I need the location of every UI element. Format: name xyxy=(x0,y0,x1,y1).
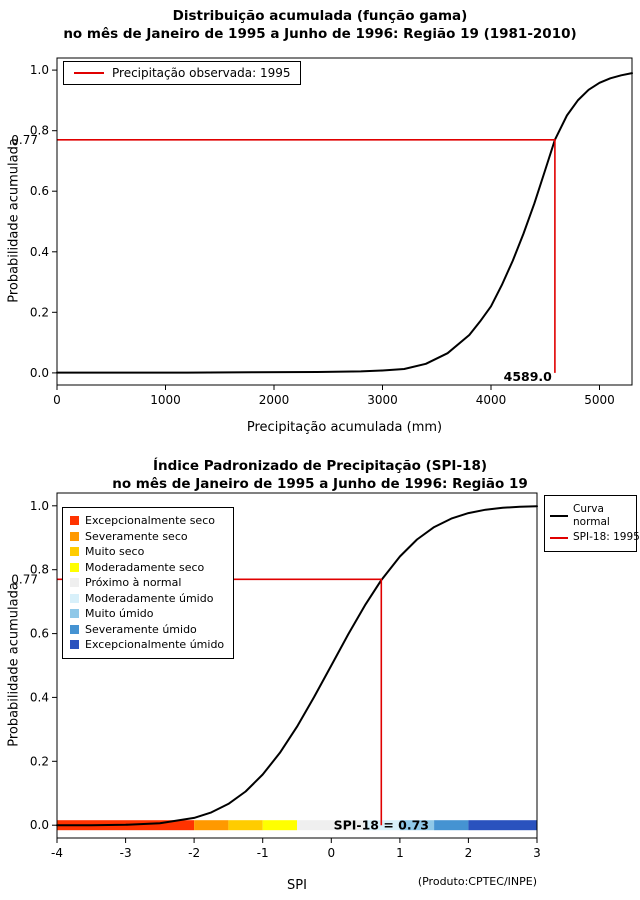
cdf-curve xyxy=(56,72,633,374)
y-tick-label: 0.8 xyxy=(30,124,49,138)
legend-label: Precipitação observada: 1995 xyxy=(112,66,291,80)
y-axis-label: Probabilidade acumulada xyxy=(6,582,22,747)
ref-prob-label: 0.77 xyxy=(11,572,38,586)
legend-item: Excepcionalmente úmido xyxy=(70,637,224,653)
legend-item: Muito seco xyxy=(70,544,224,560)
spi-bar-segment xyxy=(194,820,229,831)
y-tick-label: 0.6 xyxy=(30,184,49,198)
y-tick-label: 0.2 xyxy=(30,305,49,319)
legend-item: Precipitação observada: 1995 xyxy=(74,66,290,80)
legend-line-swatch xyxy=(74,72,104,74)
y-tick-label: 0.6 xyxy=(30,627,49,641)
legend-item: Moderadamente seco xyxy=(70,560,224,576)
y-axis-label: Probabilidade acumulada xyxy=(6,138,22,303)
x-tick-label: 1 xyxy=(396,846,404,860)
spi-bar-segment xyxy=(365,820,400,831)
x-tick-label: 0 xyxy=(327,846,335,860)
legend-item: Excepcionalmente seco xyxy=(70,513,224,529)
spi-bar-segment xyxy=(434,820,469,831)
spi-category-legend: Excepcionalmente seco Severamente seco Mui… xyxy=(62,507,235,659)
legend-label: Muito seco xyxy=(85,545,145,559)
x-tick-label: 5000 xyxy=(584,393,615,407)
legend-label: SPI-18: 1995 xyxy=(573,531,640,544)
legend-label: Moderadamente seco xyxy=(85,560,205,574)
y-tick-label: 1.0 xyxy=(30,499,49,513)
legend-color-swatch xyxy=(70,624,79,634)
plot-border xyxy=(56,57,633,386)
legend-line-swatch xyxy=(550,536,568,539)
y-tick-label: 0.4 xyxy=(30,245,49,259)
legend-item: SPI-18: 1995 xyxy=(550,531,640,544)
x-tick-label: -4 xyxy=(51,846,63,860)
x-axis-label: SPI xyxy=(287,878,307,893)
legend-item: Próximo à normal xyxy=(70,575,224,591)
y-tick-label: 0.8 xyxy=(30,563,49,577)
x-tick-label: 4000 xyxy=(476,393,507,407)
spi-chart: Índice Padronizado de Precipitação (SPI-… xyxy=(0,450,640,900)
legend-item: Curva normal xyxy=(550,503,631,529)
legend-label: Severamente úmido xyxy=(85,622,197,636)
legend-color-swatch xyxy=(70,547,79,557)
y-tick-label: 1.0 xyxy=(30,63,49,77)
curve-legend: Curva normal SPI-18: 1995 xyxy=(544,495,640,553)
legend-item: Moderadamente úmido xyxy=(70,591,224,607)
legend-label: Moderadamente úmido xyxy=(85,591,214,605)
spi-bar-segment xyxy=(262,820,297,831)
x-tick-label: -1 xyxy=(257,846,269,860)
ref-prob-label: 0.77 xyxy=(11,133,38,147)
legend-item: Severamente úmido xyxy=(70,622,224,638)
chart-subtitle: no mês de Janeiro de 1995 a Junho de 199… xyxy=(63,26,577,42)
x-tick-label: 2 xyxy=(465,846,473,860)
y-tick-label: 0.4 xyxy=(30,690,49,704)
chart-subtitle: no mês de Janeiro de 1995 a Junho de 199… xyxy=(112,476,528,492)
x-tick-label: 3000 xyxy=(367,393,398,407)
spi-cdf-plot: -4 -3 -2 -1 0 1 2 3 0.0 0.2 0.4 0.6 0.8 1.0 0.77 SPI-18… xyxy=(11,492,541,860)
legend-color-swatch xyxy=(70,609,79,619)
observed-precipitation-legend: Precipitação observada: 1995 xyxy=(63,61,302,85)
x-tick-label: -2 xyxy=(188,846,200,860)
reference-line xyxy=(57,139,556,373)
legend-color-swatch xyxy=(70,640,79,650)
product-footnote: (Produto:CPTEC/INPE) xyxy=(417,875,537,888)
plot-border xyxy=(56,492,538,839)
x-tick-label: 2000 xyxy=(259,393,290,407)
legend-label: Curva normal xyxy=(573,503,610,529)
x-tick-label: -3 xyxy=(120,846,132,860)
legend-label: Próximo à normal xyxy=(85,576,182,590)
legend-color-swatch xyxy=(70,562,79,572)
legend-label: Excepcionalmente seco xyxy=(85,514,215,528)
legend-color-swatch xyxy=(70,516,79,526)
legend-label: Muito úmido xyxy=(85,607,154,621)
chart-title: Índice Padronizado de Precipitação (SPI-… xyxy=(152,458,488,474)
chart-title: Distribuição acumulada (função gama) xyxy=(172,8,468,24)
spi-bar-segment xyxy=(297,820,366,831)
legend-color-swatch xyxy=(70,593,79,603)
x-tick-label: 1000 xyxy=(150,393,181,407)
ref-annotation: SPI-18 = 0.73 xyxy=(334,818,429,833)
legend-item: Muito úmido xyxy=(70,606,224,622)
spi-bar-segment xyxy=(228,820,263,831)
spi-bar-segment xyxy=(399,820,435,831)
y-tick-label: 0.0 xyxy=(30,818,49,832)
gamma-distribution-chart: Distribuição acumulada (função gama) no … xyxy=(6,8,633,435)
legend-line-swatch xyxy=(550,515,568,518)
x-axis-label: Precipitação acumulada (mm) xyxy=(246,420,443,435)
legend-label: Excepcionalmente úmido xyxy=(85,638,225,652)
cdf-curve xyxy=(56,505,538,827)
legend-color-swatch xyxy=(70,531,79,541)
y-tick-label: 0.2 xyxy=(30,754,49,768)
x-tick-label: 0 xyxy=(53,393,61,407)
y-tick-label: 0.0 xyxy=(30,366,49,380)
legend-label: Severamente seco xyxy=(85,529,188,543)
legend-item: Severamente seco xyxy=(70,529,224,545)
gamma-cdf-plot: 0 1000 2000 3000 4000 5000 0.0 0.2 0.4 0.6 0.8 1.0 0… xyxy=(11,57,633,407)
x-tick-label: 3 xyxy=(533,846,541,860)
spi-bar-segment xyxy=(468,820,537,831)
ref-value-label: 4589.0 xyxy=(504,369,553,384)
legend-color-swatch xyxy=(70,578,79,588)
